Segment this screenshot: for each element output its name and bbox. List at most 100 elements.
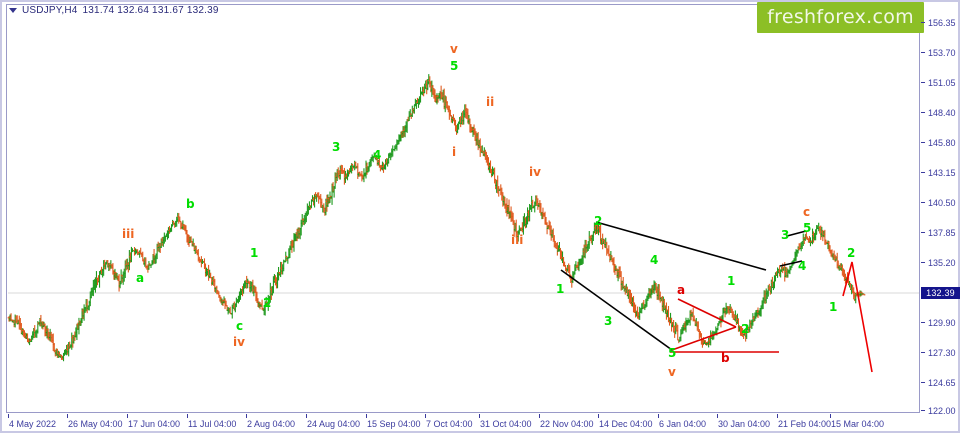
symbol-info-bar[interactable]: USDJPY,H4 131.74 132.64 131.67 132.39 [9, 3, 219, 17]
price-tick: 140.50 [921, 197, 960, 208]
wave-label-5[interactable]: 5 [803, 221, 812, 235]
wave-label-5[interactable]: 5 [668, 346, 677, 360]
tick-dash-icon [921, 82, 925, 83]
time-tick-label: 24 Aug 04:00 [307, 419, 361, 429]
channel-upper[interactable] [595, 221, 767, 271]
time-tick-label: 26 May 04:00 [68, 419, 123, 429]
price-tick: 145.80 [921, 137, 960, 148]
tick-dash-icon [921, 22, 925, 23]
wave-label-1[interactable]: 1 [829, 300, 838, 314]
price-tick-label: 148.40 [928, 107, 956, 118]
tick-dash-icon [717, 414, 718, 418]
tick-dash-icon [921, 112, 925, 113]
ohlc-values: 131.74 132.64 131.67 132.39 [82, 4, 219, 16]
wave-label-4[interactable]: 4 [650, 253, 659, 267]
time-tick-label: 21 Feb 04:00 [778, 419, 832, 429]
wave-label-3[interactable]: 3 [604, 314, 613, 328]
wave-label-i[interactable]: i [452, 145, 457, 159]
price-tick: 156.35 [921, 17, 960, 28]
wave-label-1[interactable]: 1 [727, 274, 736, 288]
price-tick: 148.40 [921, 107, 960, 118]
micro-line-3[interactable] [786, 230, 807, 237]
price-axis[interactable]: 156.35 153.70 151.05 148.40 145.80 143.15 140.… [921, 4, 960, 416]
tick-dash-icon [921, 202, 925, 203]
wave-label-b[interactable]: b [721, 351, 730, 365]
price-tick-label: 145.80 [928, 137, 956, 148]
watermark-text: freshforex.com [767, 6, 914, 28]
price-tick-label: 135.20 [928, 257, 956, 268]
time-tick-label: 17 Jun 04:00 [128, 419, 181, 429]
price-tick: 137.85 [921, 227, 960, 238]
tick-dash-icon [921, 172, 925, 173]
wave-label-2[interactable]: 2 [594, 214, 603, 228]
wave-label-2[interactable]: 2 [741, 322, 750, 336]
wave-label-2[interactable]: 2 [847, 246, 856, 260]
channel-lower[interactable] [560, 269, 673, 351]
tick-dash-icon [921, 232, 925, 233]
wave-label-c[interactable]: c [803, 205, 811, 219]
tick-dash-icon [921, 382, 925, 383]
wave-label-1[interactable]: 1 [556, 282, 565, 296]
tick-dash-icon [777, 414, 778, 418]
wave-label-4[interactable]: 4 [798, 259, 807, 273]
wave-label-b[interactable]: b [186, 197, 195, 211]
tick-dash-icon [830, 414, 831, 418]
wave-label-5[interactable]: 5 [450, 59, 459, 73]
tick-dash-icon [921, 352, 925, 353]
price-tick-label: 137.85 [928, 227, 956, 238]
time-tick-label: 22 Nov 04:00 [540, 419, 594, 429]
time-axis[interactable]: 4 May 2022 26 May 04:00 17 Jun 04:00 11 Jul… [6, 414, 920, 433]
wave-label-iv[interactable]: iv [529, 165, 541, 179]
current-price-badge: 132.39 [921, 287, 960, 299]
time-tick-label: 4 May 2022 [9, 419, 57, 429]
price-tick-label: 140.50 [928, 197, 956, 208]
wave-label-a[interactable]: a [677, 283, 686, 297]
tick-dash-icon [921, 410, 925, 411]
wave-label-ii[interactable]: ii [486, 95, 495, 109]
wave-label-iii[interactable]: iii [511, 233, 524, 247]
wave-label-3[interactable]: 3 [332, 140, 341, 154]
wave-label-4[interactable]: 4 [373, 148, 382, 162]
analysis-trendlines [560, 221, 873, 373]
wave-label-v[interactable]: v [668, 365, 676, 379]
wave-label-v[interactable]: v [450, 42, 458, 56]
price-tick: 127.30 [921, 347, 960, 358]
triangle-upper[interactable] [677, 298, 737, 328]
price-tick: 143.15 [921, 167, 960, 178]
wave-label-2[interactable]: 2 [263, 296, 272, 310]
tick-dash-icon [921, 322, 925, 323]
tick-dash-icon [127, 414, 128, 418]
triangle-lower[interactable] [671, 326, 737, 351]
price-tick: 124.65 [921, 377, 960, 388]
price-tick: 153.70 [921, 47, 960, 58]
micro-line-4[interactable] [779, 260, 803, 267]
wave-label-c[interactable]: c [236, 319, 244, 333]
freshforex-watermark: freshforex.com [757, 2, 924, 33]
wave-label-1[interactable]: 1 [250, 246, 259, 260]
time-tick-label: 15 Mar 04:00 [831, 419, 885, 429]
time-tick-label: 15 Sep 04:00 [367, 419, 421, 429]
tick-dash-icon [479, 414, 480, 418]
price-tick-label: 127.30 [928, 347, 956, 358]
wave-label-iv[interactable]: iv [233, 335, 245, 349]
forecast-path[interactable] [842, 261, 873, 373]
tick-dash-icon [246, 414, 247, 418]
time-tick-label: 31 Oct 04:00 [480, 419, 532, 429]
price-bars [7, 74, 866, 362]
time-tick-label: 14 Dec 04:00 [599, 419, 653, 429]
tick-dash-icon [921, 52, 925, 53]
price-tick: 151.05 [921, 77, 960, 88]
price-tick: 135.20 [921, 257, 960, 268]
tick-dash-icon [306, 414, 307, 418]
wave-label-a[interactable]: a [136, 271, 145, 285]
tick-dash-icon [658, 414, 659, 418]
price-tick-label: 124.65 [928, 377, 956, 388]
price-tick-label: 129.90 [928, 317, 956, 328]
time-tick-label: 6 Jan 04:00 [659, 419, 707, 429]
triangle-down-icon[interactable] [9, 8, 17, 13]
wave-label-3[interactable]: 3 [781, 228, 790, 242]
wave-label-iii[interactable]: iii [122, 227, 135, 241]
time-tick-label: 30 Jan 04:00 [718, 419, 771, 429]
